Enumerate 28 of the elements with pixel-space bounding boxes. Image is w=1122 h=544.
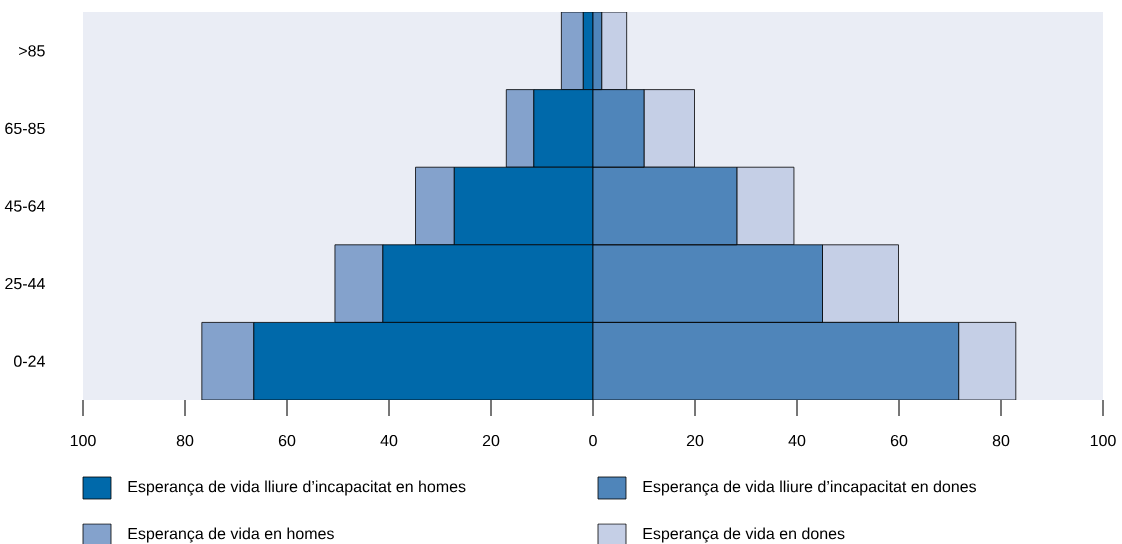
legend-label: Esperança de vida lliure d’incapacitat en homes [128,480,466,496]
bar [505,89,535,168]
bar [415,166,455,246]
y-tick-label: 45-64 [4,200,45,212]
x-tick-label: 0 [589,434,597,447]
x-tick-label: 20 [686,434,704,447]
x-tick-label: 80 [992,434,1010,447]
x-tick-label: 100 [70,434,96,447]
x-tick-label: 60 [890,434,908,447]
bar [822,244,899,323]
bar [736,166,795,246]
x-tick-label: 100 [1090,434,1116,447]
x-tick-label: 40 [380,434,398,447]
y-tick-label: 0-24 [14,355,45,367]
y-tick-label: 65-85 [5,122,45,135]
legend-label: Esperança de vida lliure d’incapacitat en dones [643,480,977,496]
legend-label: Esperança de vida en homes [128,527,334,543]
bar [560,12,584,91]
y-tick-label: 25-44 [5,277,45,290]
bar [334,244,384,323]
bar [201,322,255,401]
bar [643,89,695,168]
x-tick-label: 80 [176,434,194,447]
x-tick-label: 60 [278,434,296,447]
y-tick-label: >85 [19,45,45,57]
x-tick-label: 20 [482,434,500,447]
legend-label: Esperança de vida en dones [643,527,845,543]
x-tick-label: 40 [788,434,806,447]
